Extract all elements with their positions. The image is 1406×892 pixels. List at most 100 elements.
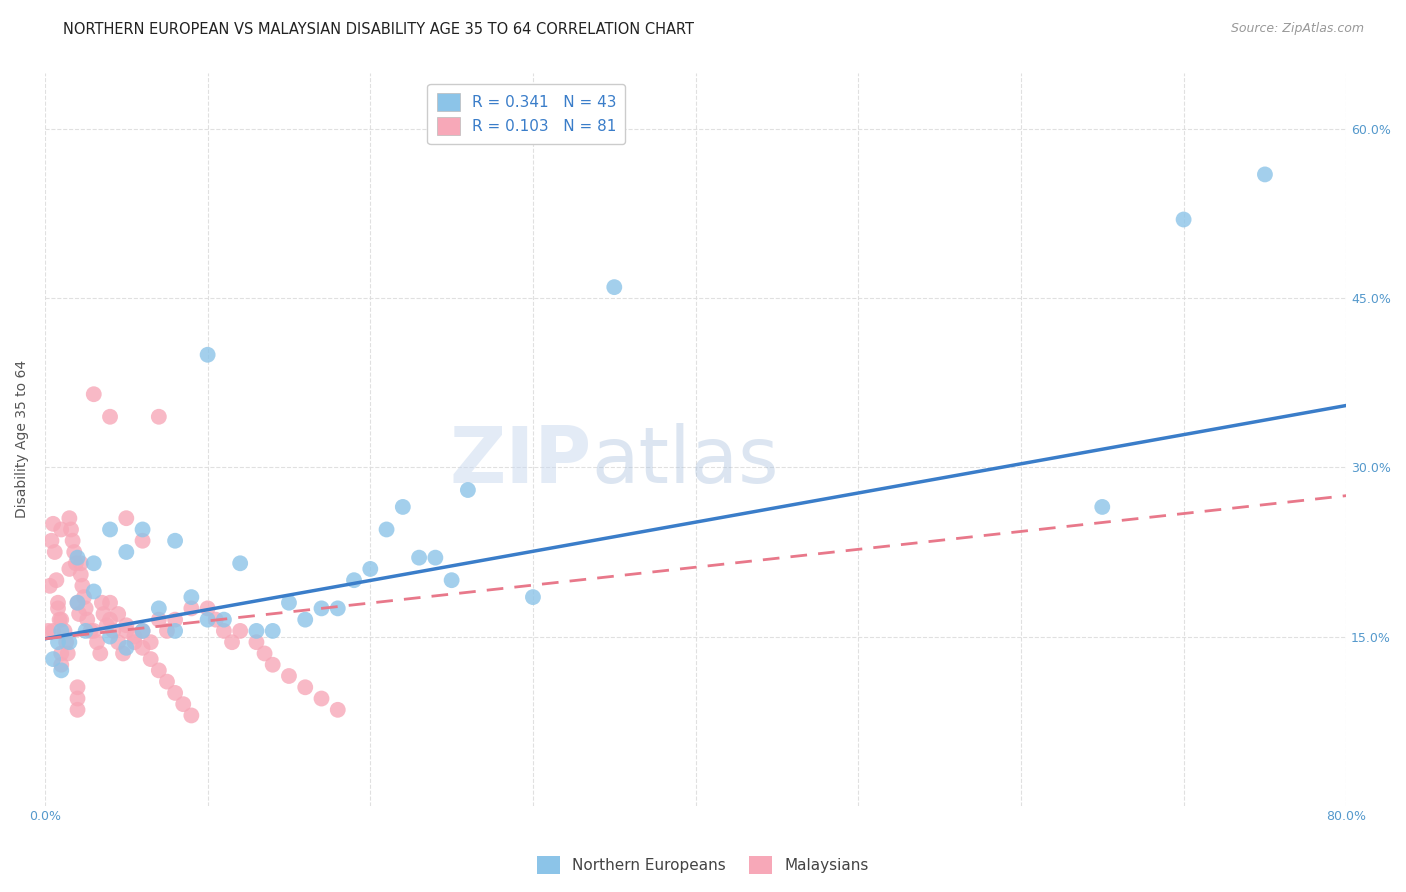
Point (51, 624, 73, 638)
Point (156, 674, 179, 689)
Point (457, 483, 479, 497)
Point (343, 573, 366, 587)
Point (245, 624, 267, 638)
Point (245, 635, 267, 649)
Point (1091, 500, 1114, 514)
Point (197, 613, 219, 627)
Point (83, 387, 105, 401)
Point (522, 590, 544, 604)
Point (51, 664, 73, 678)
Point (51, 647, 73, 661)
Point (98, 630, 121, 644)
Point (56, 647, 79, 661)
Point (180, 590, 202, 604)
Point (408, 550, 430, 565)
Point (375, 523, 398, 537)
Point (311, 601, 333, 615)
Point (112, 647, 135, 661)
Point (98, 613, 121, 627)
Legend: Northern Europeans, Malaysians: Northern Europeans, Malaysians (531, 850, 875, 880)
Point (180, 601, 202, 615)
Point (165, 613, 187, 627)
Point (79, 624, 101, 638)
Point (42, 516, 65, 531)
Point (98, 523, 121, 537)
Point (51, 657, 73, 672)
Point (253, 647, 276, 661)
Point (107, 607, 129, 621)
Point (66, 550, 89, 565)
Point (148, 664, 170, 678)
Point (83, 584, 105, 599)
Point (69, 556, 91, 570)
Point (46, 601, 69, 615)
Point (83, 624, 105, 638)
Point (69, 567, 91, 582)
Point (42, 624, 65, 638)
Point (76, 613, 98, 627)
Point (75, 601, 97, 615)
Point (89, 647, 111, 661)
Point (62, 533, 84, 548)
Point (45, 573, 67, 587)
Point (66, 596, 89, 610)
Legend: R = 0.341   N = 43, R = 0.103   N = 81: R = 0.341 N = 43, R = 0.103 N = 81 (427, 84, 626, 144)
Point (124, 630, 146, 644)
Point (165, 624, 187, 638)
Point (103, 624, 125, 638)
Point (53, 624, 76, 638)
Point (46, 635, 69, 649)
Point (172, 697, 194, 711)
Point (131, 624, 153, 638)
Point (42, 652, 65, 666)
Point (115, 545, 138, 559)
Point (75, 624, 97, 638)
Point (58, 562, 80, 576)
Point (37, 624, 59, 638)
Point (65, 556, 87, 570)
Point (48, 613, 70, 627)
Point (229, 556, 252, 570)
Point (83, 556, 105, 570)
Point (96, 618, 118, 632)
Point (197, 601, 219, 615)
Point (131, 624, 153, 638)
Point (115, 511, 138, 525)
Text: NORTHERN EUROPEAN VS MALAYSIAN DISABILITY AGE 35 TO 64 CORRELATION CHART: NORTHERN EUROPEAN VS MALAYSIAN DISABILIT… (63, 22, 695, 37)
Point (148, 601, 170, 615)
Point (148, 613, 170, 627)
Point (58, 511, 80, 525)
Point (66, 680, 89, 694)
Point (1254, 168, 1277, 182)
Point (165, 533, 187, 548)
Point (98, 409, 121, 424)
Point (115, 640, 138, 655)
Point (93, 607, 115, 621)
Point (204, 613, 226, 627)
Point (67, 607, 90, 621)
Point (98, 596, 121, 610)
Point (51, 523, 73, 537)
Point (86, 635, 108, 649)
Point (139, 652, 162, 666)
Point (139, 635, 162, 649)
Point (212, 613, 235, 627)
Text: Source: ZipAtlas.com: Source: ZipAtlas.com (1230, 22, 1364, 36)
Point (41, 533, 63, 548)
Point (72, 579, 94, 593)
Point (278, 596, 301, 610)
Point (55, 635, 77, 649)
Point (212, 624, 235, 638)
Point (392, 500, 415, 514)
Point (44, 545, 66, 559)
Point (66, 691, 89, 706)
Point (1173, 212, 1195, 227)
Point (262, 657, 284, 672)
Point (221, 635, 243, 649)
Y-axis label: Disability Age 35 to 64: Disability Age 35 to 64 (15, 360, 30, 518)
Point (326, 703, 349, 717)
Point (38, 579, 60, 593)
Point (73, 590, 96, 604)
Point (107, 635, 129, 649)
Point (66, 596, 89, 610)
